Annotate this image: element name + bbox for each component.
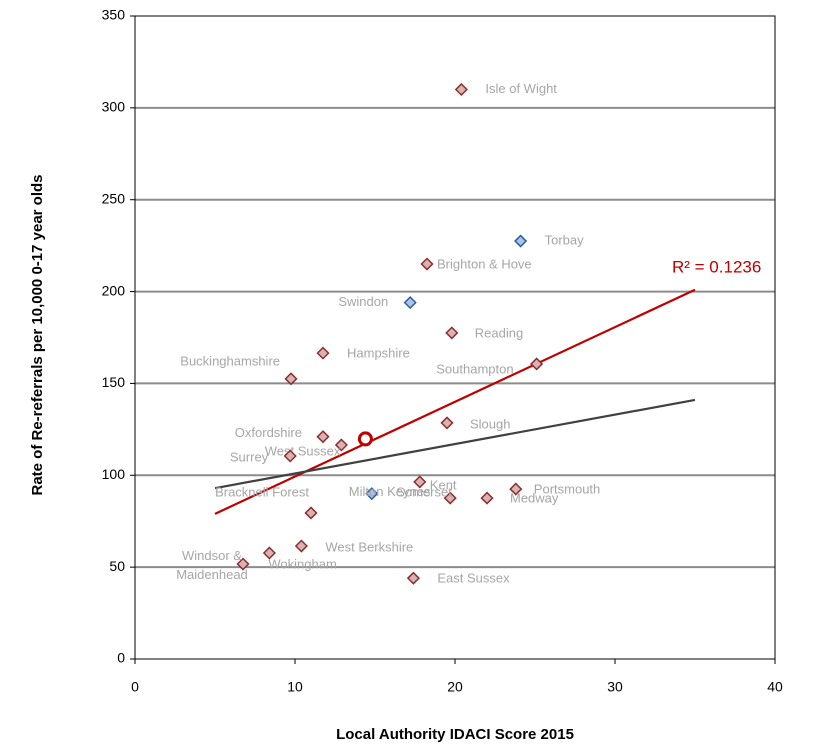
trendline: [214, 398, 696, 490]
x-tick-label: 10: [287, 679, 303, 695]
label-line: Windsor &: [182, 548, 242, 563]
marker: [440, 416, 454, 430]
marker: [413, 475, 427, 489]
point-label: Reading: [475, 325, 523, 340]
y-tick-label: 150: [102, 374, 126, 390]
label-line: Maidenhead: [176, 567, 248, 582]
marker: [443, 491, 457, 505]
x-tick-label: 0: [131, 679, 139, 695]
x-tick-label: 20: [447, 679, 463, 695]
y-tick-label: 250: [102, 190, 126, 206]
point-label: Oxfordshire: [235, 425, 302, 440]
plot-frame: [134, 15, 776, 660]
marker: [365, 487, 379, 501]
y-tick-label: 100: [102, 466, 126, 482]
annotation: R² = 0.1236: [672, 257, 761, 276]
marker: [530, 357, 544, 371]
point-label: Milton Keynes: [349, 484, 431, 499]
marker: [262, 546, 276, 560]
marker: [334, 438, 348, 452]
mean-marker: [357, 431, 373, 447]
point-label: West Sussex: [265, 443, 341, 458]
point-label: Slough: [470, 416, 510, 431]
point-label: Torbay: [545, 232, 585, 247]
marker: [454, 82, 468, 97]
marker: [509, 482, 523, 496]
point-label: Wokingham: [268, 556, 336, 571]
y-tick-label: 350: [102, 7, 126, 23]
point-label: Buckinghamshire: [180, 353, 280, 368]
y-axis-title: Rate of Re-referrals per 10,000 0-17 yea…: [29, 175, 46, 496]
point-label: East Sussex: [437, 571, 510, 586]
point-label: Windsor & Maidenhead: [176, 548, 248, 582]
marker: [236, 557, 250, 571]
x-tick-label: 30: [607, 679, 623, 695]
y-tick-label: 300: [102, 99, 126, 115]
marker: [316, 430, 330, 444]
point-label: Surrey: [230, 449, 269, 464]
y-tick-label: 50: [109, 558, 125, 574]
marker: [316, 346, 330, 360]
point-label: Isle of Wight: [485, 81, 557, 96]
marker: [480, 491, 494, 505]
point-label: Southampton: [436, 361, 513, 376]
point-label: Brighton & Hove: [437, 256, 532, 271]
y-tick-label: 200: [102, 282, 126, 298]
marker: [406, 571, 420, 585]
point-label: Swindon: [338, 294, 388, 309]
marker: [420, 257, 434, 271]
point-label: Kent: [430, 477, 457, 492]
x-axis-title: Local Authority IDACI Score 2015: [336, 726, 574, 743]
x-tick-label: 40: [767, 679, 783, 695]
point-label: Somerset: [396, 485, 452, 500]
point-label: Medway: [510, 491, 559, 506]
marker: [304, 506, 318, 520]
trendline: [214, 288, 696, 515]
point-label: Hampshire: [347, 346, 410, 361]
point-label: West Berkshire: [325, 539, 413, 554]
marker: [284, 372, 298, 386]
y-tick-label: 0: [117, 650, 125, 666]
marker: [445, 326, 459, 340]
marker: [514, 234, 528, 248]
point-label: Bracknell Forest: [215, 484, 309, 499]
marker: [403, 296, 417, 310]
point-label: Portsmouth: [534, 482, 600, 497]
marker: [283, 449, 297, 463]
marker: [294, 539, 308, 553]
